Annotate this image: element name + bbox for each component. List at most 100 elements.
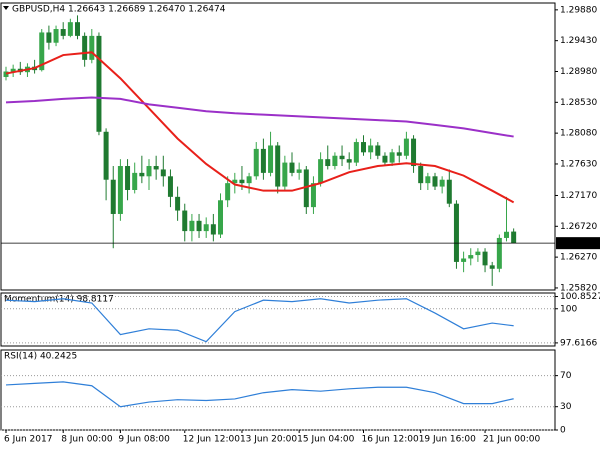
candle-body: [310, 183, 316, 208]
candle-body: [396, 152, 402, 156]
candle-body: [303, 169, 309, 208]
candle-body: [453, 203, 459, 262]
candle-body: [446, 179, 452, 204]
indicator-line: [5, 298, 514, 343]
candle-body: [282, 162, 288, 187]
candle-body: [353, 142, 359, 163]
x-tick-label: 13 Jun 20:00: [240, 435, 297, 445]
candle-body: [482, 251, 488, 266]
indicator-line: [5, 381, 514, 408]
panel-border: [0, 2, 556, 291]
candle-body: [375, 145, 381, 156]
x-tick-label: 12 Jun 12:00: [183, 435, 240, 445]
candle-body: [382, 155, 388, 163]
candle-body: [475, 251, 481, 256]
candle-body: [339, 155, 345, 160]
candle-body: [260, 148, 266, 173]
y-tick-label: 100.8527: [560, 292, 600, 302]
y-tick-label: 1.26270: [560, 253, 597, 263]
candle-body: [239, 179, 245, 184]
candle-body: [411, 138, 417, 167]
y-tick-label: 97.6166: [560, 338, 597, 348]
candle-body: [96, 35, 102, 132]
candle-body: [82, 35, 88, 60]
candle-body: [117, 166, 123, 214]
candle-body: [60, 29, 66, 36]
candle-body: [210, 224, 216, 235]
candle-body: [182, 210, 188, 232]
candle-body: [125, 166, 131, 190]
candle-body: [468, 255, 474, 259]
y-tick-label: 100: [560, 304, 577, 314]
indicator-line: [5, 96, 514, 138]
candle-body: [346, 159, 352, 163]
panel-title: RSI(14) 40.2425: [4, 352, 77, 362]
price-box: [556, 237, 600, 250]
candle-body: [504, 231, 509, 238]
candle-body: [496, 237, 502, 269]
y-tick-label: 1.29430: [560, 36, 597, 46]
candle-body: [296, 169, 302, 173]
candle-body: [67, 22, 73, 36]
y-tick-label: 1.29880: [560, 5, 597, 15]
candle-body: [189, 220, 195, 232]
x-tick-label: 21 Jun 00:00: [483, 435, 540, 445]
candle-body: [418, 166, 424, 184]
x-tick-label: 6 Jun 2017: [4, 435, 52, 445]
candle-body: [432, 176, 438, 187]
panel-border: [0, 292, 556, 347]
candle-body: [232, 179, 238, 184]
candle-body: [132, 172, 138, 190]
candle-body: [225, 183, 231, 201]
candle-body: [425, 176, 431, 184]
candle-body: [511, 231, 517, 244]
candle-body: [403, 138, 409, 156]
y-tick-label: 1.26720: [560, 222, 597, 232]
title-marker: [3, 6, 9, 10]
candle-body: [461, 258, 467, 262]
candle-body: [368, 145, 374, 153]
candle-body: [218, 200, 223, 235]
candle-body: [275, 145, 281, 187]
candle-body: [75, 22, 80, 36]
candle-body: [139, 172, 145, 177]
y-tick-label: 1.28530: [560, 98, 597, 108]
candle-body: [46, 32, 52, 43]
panel-title: GBPUSD,H4 1.26643 1.26689 1.26470 1.2647…: [12, 5, 226, 15]
candle-body: [253, 148, 259, 177]
x-tick-label: 19 Jun 16:00: [419, 435, 476, 445]
y-tick-label: 1.25820: [560, 283, 597, 293]
x-tick-label: 8 Jun 00:00: [61, 435, 113, 445]
candle-body: [146, 166, 152, 177]
candle-body: [439, 179, 445, 187]
y-tick-label: 1.27170: [560, 191, 597, 201]
y-tick-label: 70: [560, 371, 572, 381]
candle-body: [361, 142, 366, 153]
candle-body: [160, 169, 166, 177]
y-tick-label: 1.28080: [560, 129, 597, 139]
candle-body: [332, 155, 338, 167]
candle-body: [268, 145, 274, 173]
candle-body: [289, 162, 295, 173]
candle-body: [10, 68, 16, 72]
indicator-line: [5, 51, 515, 204]
candle-body: [103, 131, 109, 180]
candle-body: [110, 179, 116, 214]
candle-body: [389, 152, 395, 163]
y-tick-label: 30: [560, 402, 572, 412]
y-tick-label: 1.28980: [560, 67, 597, 77]
x-tick-label: 15 Jun 04:00: [297, 435, 354, 445]
candle-body: [167, 176, 173, 197]
x-tick-label: 16 Jun 12:00: [362, 435, 419, 445]
candle-body: [175, 196, 181, 211]
candle-body: [89, 35, 95, 60]
candle-body: [489, 265, 495, 269]
candle-body: [203, 224, 209, 232]
candle-body: [325, 159, 331, 167]
candle-body: [153, 166, 159, 170]
x-tick-label: 9 Jun 08:00: [118, 435, 170, 445]
price-label: 1.26474: [559, 239, 596, 249]
candle-body: [39, 32, 45, 71]
